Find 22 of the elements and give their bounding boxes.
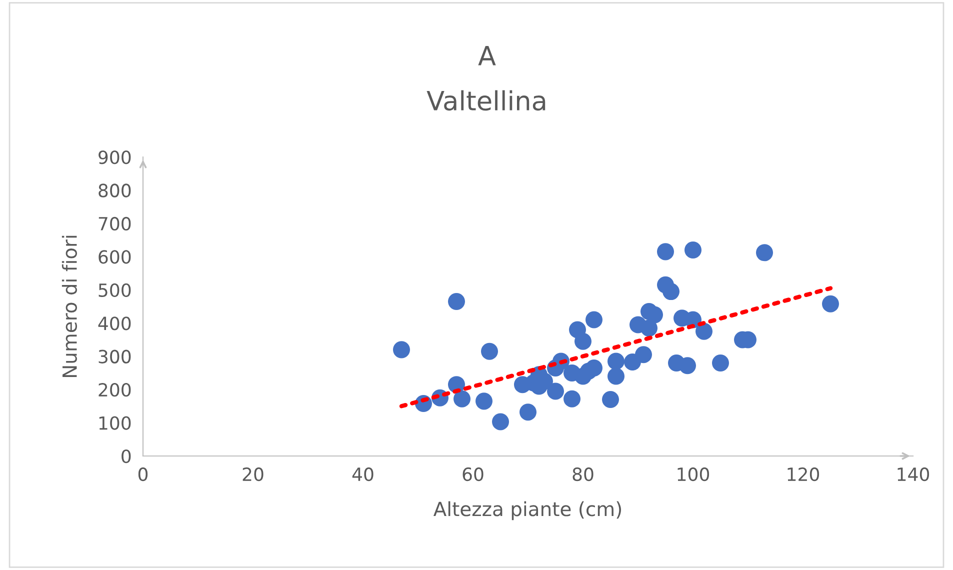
y-tick-label: 900 [98,150,131,164]
x-tick-label: 60 [462,467,484,482]
x-tick-label: 120 [788,467,820,482]
x-tick-label: 20 [242,467,264,482]
x-tick-label: 140 [898,467,930,482]
y-tick-label: 300 [98,350,131,364]
x-tick-label: 100 [678,467,710,482]
y-tick-label: 500 [98,283,131,298]
x-tick-label: 40 [352,467,374,482]
x-tick-label: 80 [572,467,594,482]
y-tick-label: 100 [99,416,131,430]
y-tick-label: 200 [98,383,131,397]
y-axis-title: Numero di fiori [62,236,77,378]
chart-subtitle: Valtellina [426,90,546,111]
y-tick-label: 700 [98,216,131,231]
chart-title: A [478,46,496,66]
y-tick-label: 600 [98,250,131,264]
y-tick-label: 400 [98,316,131,330]
y-tick-label: 800 [98,184,131,198]
x-axis-title: Altezza piante (cm) [433,501,622,520]
x-tick-label: 0 [138,467,148,482]
y-tick-label: 0 [122,449,131,464]
